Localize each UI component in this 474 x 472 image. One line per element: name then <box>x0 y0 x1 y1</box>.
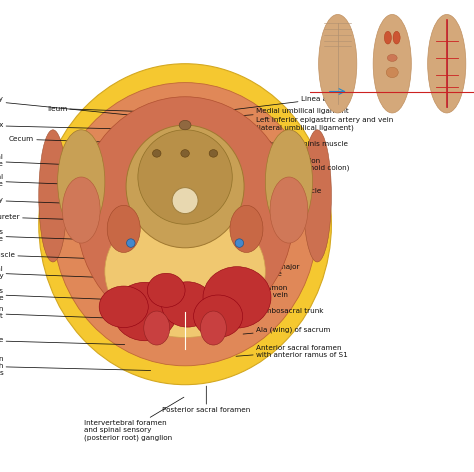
Ellipse shape <box>393 31 400 44</box>
Text: Obturator
nerve: Obturator nerve <box>256 225 291 238</box>
Ellipse shape <box>63 177 100 243</box>
Text: Ala (wing) of sacrum: Ala (wing) of sacrum <box>243 326 330 334</box>
Text: Rectus abdominis muscle: Rectus abdominis muscle <box>255 141 348 149</box>
Ellipse shape <box>428 15 466 113</box>
Text: Gluteus
minimus muscle: Gluteus minimus muscle <box>0 229 120 242</box>
Ellipse shape <box>270 177 308 243</box>
Ellipse shape <box>201 311 227 345</box>
Ellipse shape <box>235 239 244 247</box>
Ellipse shape <box>113 282 177 341</box>
Text: Medial umbilical ligament: Medial umbilical ligament <box>243 108 349 116</box>
Text: Transversus
abdominis muscle: Transversus abdominis muscle <box>256 181 321 194</box>
Ellipse shape <box>373 15 411 113</box>
Ellipse shape <box>265 130 312 234</box>
Ellipse shape <box>384 31 392 44</box>
Text: External abdominal
oblique muscle: External abdominal oblique muscle <box>0 174 125 187</box>
Text: Ileum: Ileum <box>47 106 191 113</box>
Ellipse shape <box>107 205 140 253</box>
Ellipse shape <box>162 282 213 327</box>
Text: Right ureter: Right ureter <box>0 214 146 222</box>
Ellipse shape <box>126 125 244 248</box>
Ellipse shape <box>39 64 331 385</box>
Ellipse shape <box>147 273 185 307</box>
Ellipse shape <box>203 267 271 328</box>
Ellipse shape <box>53 83 317 366</box>
Ellipse shape <box>58 130 105 234</box>
Ellipse shape <box>127 239 135 247</box>
Text: External iliac artery: External iliac artery <box>0 197 125 205</box>
Text: Anterior sacral foramen
with anterior ramus of S1: Anterior sacral foramen with anterior ra… <box>236 345 347 358</box>
Text: Internal
iliac artery: Internal iliac artery <box>0 266 127 279</box>
Text: Left ureter: Left ureter <box>256 207 294 214</box>
Text: Cecum: Cecum <box>9 136 163 144</box>
Text: Gluteus
medius muscle: Gluteus medius muscle <box>0 287 115 301</box>
Text: Vermiform appendix: Vermiform appendix <box>0 122 155 130</box>
Text: Internal abdominal
oblique muscle: Internal abdominal oblique muscle <box>0 154 137 168</box>
Ellipse shape <box>386 67 398 77</box>
Ellipse shape <box>230 205 263 253</box>
Text: Posterior sacral foramen: Posterior sacral foramen <box>162 386 250 413</box>
Text: Intervertebral foramen
and spinal sensory
(posterior root) ganglion: Intervertebral foramen and spinal sensor… <box>84 397 184 440</box>
Text: Syndesmotic portion
of sacroiliac joint with
interosseous ligaments: Syndesmotic portion of sacroiliac joint … <box>0 356 151 376</box>
Text: Descending colon
(becoming sigmoid colon): Descending colon (becoming sigmoid colon… <box>256 158 349 171</box>
Ellipse shape <box>138 130 232 224</box>
Ellipse shape <box>39 130 67 262</box>
Ellipse shape <box>303 130 331 262</box>
Text: Linea alba: Linea alba <box>224 96 337 111</box>
Ellipse shape <box>387 54 397 61</box>
Ellipse shape <box>76 97 293 333</box>
Ellipse shape <box>99 286 148 328</box>
Text: Gluteus maximus muscle: Gluteus maximus muscle <box>0 337 125 345</box>
Text: Left inferior epigastric artery and vein
(lateral umbilical ligament): Left inferior epigastric artery and vein… <box>248 118 393 131</box>
Ellipse shape <box>153 150 161 157</box>
Text: Synovial portion
of sacroiliac joint: Synovial portion of sacroiliac joint <box>0 306 122 320</box>
Text: Femoral
nerve: Femoral nerve <box>256 245 285 259</box>
Text: Psoas major
muscle: Psoas major muscle <box>255 264 300 278</box>
Text: Common
iliac vein: Common iliac vein <box>250 285 288 298</box>
Ellipse shape <box>181 150 189 157</box>
Ellipse shape <box>144 311 170 345</box>
Ellipse shape <box>105 205 265 337</box>
Text: Iliacus muscle: Iliacus muscle <box>0 252 120 260</box>
Ellipse shape <box>209 150 218 157</box>
Ellipse shape <box>319 15 357 113</box>
Ellipse shape <box>193 295 243 337</box>
Text: Sacral promontory: Sacral promontory <box>0 96 182 120</box>
Text: Lumbosacral trunk: Lumbosacral trunk <box>246 308 323 315</box>
Ellipse shape <box>179 120 191 130</box>
Ellipse shape <box>172 187 198 213</box>
